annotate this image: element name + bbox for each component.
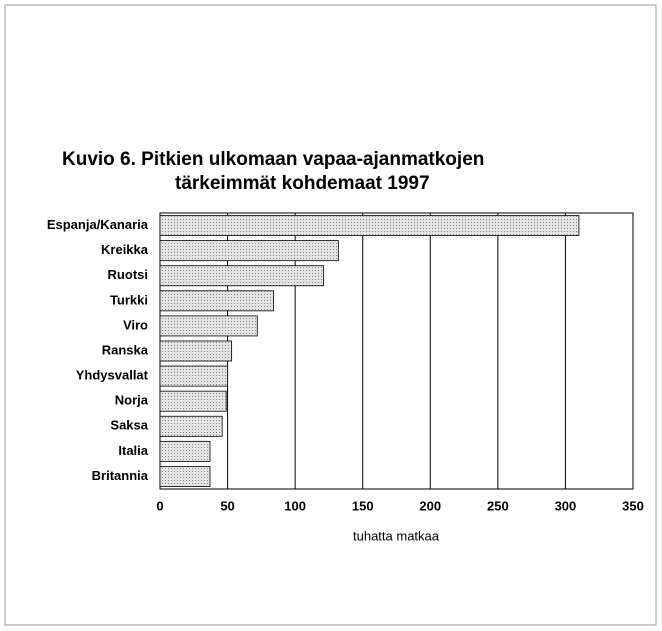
y-tick-label: Kreikka <box>101 242 149 257</box>
bar <box>159 466 211 487</box>
bar <box>159 415 223 437</box>
bar <box>159 315 258 337</box>
bar <box>159 265 324 287</box>
bar <box>159 215 580 236</box>
y-tick-label: Turkki <box>110 292 148 307</box>
x-tick-label: 50 <box>220 498 234 513</box>
y-tick-label: Britannia <box>92 468 149 483</box>
bar <box>159 365 228 387</box>
y-tick-label: Ruotsi <box>108 267 148 282</box>
chart-title: Kuvio 6. Pitkien ulkomaan vapaa-ajanmatk… <box>62 149 484 170</box>
bar <box>159 240 339 262</box>
y-tick-label: Italia <box>118 443 148 458</box>
x-axis-label: tuhatta matkaa <box>353 528 440 543</box>
x-tick-label: 150 <box>352 498 374 513</box>
x-tick-label: 0 <box>156 498 163 513</box>
y-tick-label: Ranska <box>102 342 149 357</box>
x-tick-label: 300 <box>555 498 577 513</box>
bar <box>159 440 211 462</box>
x-tick-label: 350 <box>622 498 644 513</box>
x-tick-label: 250 <box>487 498 509 513</box>
y-tick-label: Viro <box>123 317 148 332</box>
y-tick-label: Norja <box>115 393 149 408</box>
x-tick-label: 100 <box>284 498 306 513</box>
bar <box>159 390 227 412</box>
page-frame <box>4 4 657 626</box>
y-tick-label: Espanja/Kanaria <box>47 217 149 232</box>
x-tick-label: 200 <box>419 498 441 513</box>
chart-title: tärkeimmät kohdemaat 1997 <box>175 173 430 194</box>
bar <box>159 290 274 312</box>
y-tick-label: Yhdysvallat <box>76 368 149 383</box>
y-tick-label: Saksa <box>110 418 148 433</box>
bar <box>159 340 233 362</box>
